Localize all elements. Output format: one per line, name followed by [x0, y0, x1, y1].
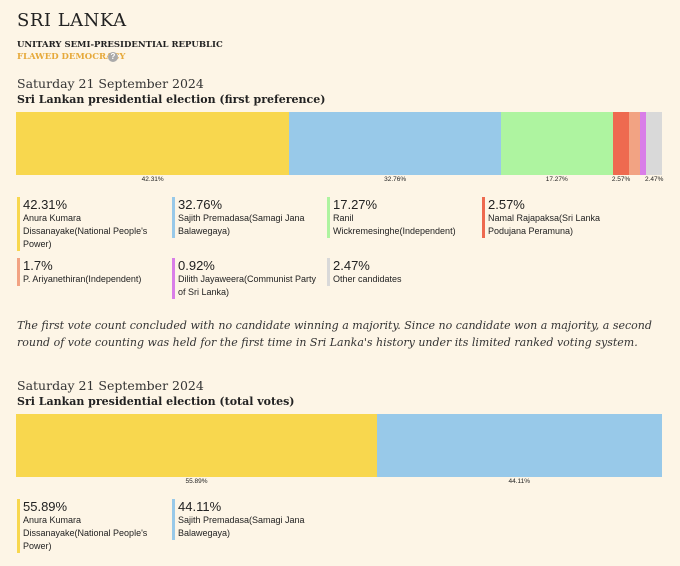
legend-value: 17.27%	[333, 197, 378, 212]
legend-item: 0.92% Dilith Jayaweera(Communist Party of…	[172, 258, 323, 299]
legend-swatch	[172, 197, 175, 238]
legend-item: 2.47% Other candidates	[327, 258, 478, 286]
chart-title: Sri Lankan presidential election (first …	[17, 93, 326, 106]
legend-swatch	[172, 258, 175, 299]
legend-name: Dilith Jayaweera(Communist Party of Sri …	[178, 274, 317, 297]
bar-label: 42.31%	[141, 176, 164, 183]
legend-name: Anura Kumara Dissanayake(National People…	[23, 213, 148, 249]
legend-value: 44.11%	[178, 499, 222, 514]
bar-label: 32.76%	[384, 176, 407, 183]
legend-item: 32.76% Sajith Premadasa(Samagi Jana Balaw…	[172, 197, 323, 238]
chart-date: Saturday 21 September 2024	[17, 378, 204, 393]
bar-segment	[16, 414, 378, 477]
legend-name: P. Ariyanethiran(Independent)	[23, 274, 142, 284]
legend-name: Sajith Premadasa(Samagi Jana Balawegaya)	[178, 515, 305, 538]
bar-label: 55.89%	[185, 478, 208, 485]
bar-segment	[500, 112, 613, 175]
legend-name: Namal Rajapaksa(Sri Lanka Podujana Peram…	[488, 213, 601, 236]
legend-swatch	[172, 499, 175, 540]
legend-name: Other candidates	[333, 274, 402, 284]
bar-segment	[612, 112, 630, 175]
legend-swatch	[327, 258, 330, 286]
bar-label: 17.27%	[545, 176, 568, 183]
democracy-rating: FLAWED DEMOCRACY	[17, 52, 126, 62]
legend-value: 1.7%	[23, 258, 53, 273]
legend-item: 42.31% Anura Kumara Dissanayake(National …	[17, 197, 168, 251]
legend-value: 32.76%	[178, 197, 223, 212]
legend-item: 55.89% Anura Kumara Dissanayake(National …	[17, 499, 168, 553]
note: The first vote count concluded with no c…	[17, 319, 652, 349]
bar-label: 2.57%	[611, 176, 631, 183]
legend-item: 1.7% P. Ariyanethiran(Independent)	[17, 258, 168, 286]
legend-value: 42.31%	[23, 197, 68, 212]
legend-swatch	[17, 499, 20, 553]
legend-value: 2.57%	[488, 197, 525, 212]
legend-value: 0.92%	[178, 258, 215, 273]
country-title: SRI LANKA	[17, 10, 127, 31]
bar-segment	[629, 112, 641, 175]
legend-swatch	[17, 197, 20, 251]
legend-name: Ranil Wickremesinghe(Independent)	[333, 213, 456, 236]
legend-name: Sajith Premadasa(Samagi Jana Balawegaya)	[178, 213, 305, 236]
legend-value: 55.89%	[23, 499, 68, 514]
legend-item: 17.27% Ranil Wickremesinghe(Independent)	[327, 197, 478, 238]
chart-title: Sri Lankan presidential election (total …	[17, 395, 295, 408]
bar-segment	[640, 112, 647, 175]
bar-segment	[16, 112, 290, 175]
legend-name: Anura Kumara Dissanayake(National People…	[23, 515, 148, 551]
info-icon[interactable]: ?	[108, 52, 118, 62]
bar-label: 2.47%	[645, 176, 664, 183]
government-system: UNITARY SEMI-PRESIDENTIAL REPUBLIC	[17, 40, 223, 50]
bar-segment	[289, 112, 501, 175]
legend-swatch	[482, 197, 485, 238]
legend-item: 2.57% Namal Rajapaksa(Sri Lanka Podujana …	[482, 197, 633, 238]
bar-segment	[646, 112, 662, 175]
legend-item: 44.11% Sajith Premadasa(Samagi Jana Balaw…	[172, 499, 323, 540]
legend-value: 2.47%	[333, 258, 370, 273]
legend-swatch	[17, 258, 20, 286]
chart-date: Saturday 21 September 2024	[17, 76, 204, 91]
bar-label: 44.11%	[508, 478, 531, 485]
legend-swatch	[327, 197, 330, 238]
bar-segment	[377, 414, 662, 477]
